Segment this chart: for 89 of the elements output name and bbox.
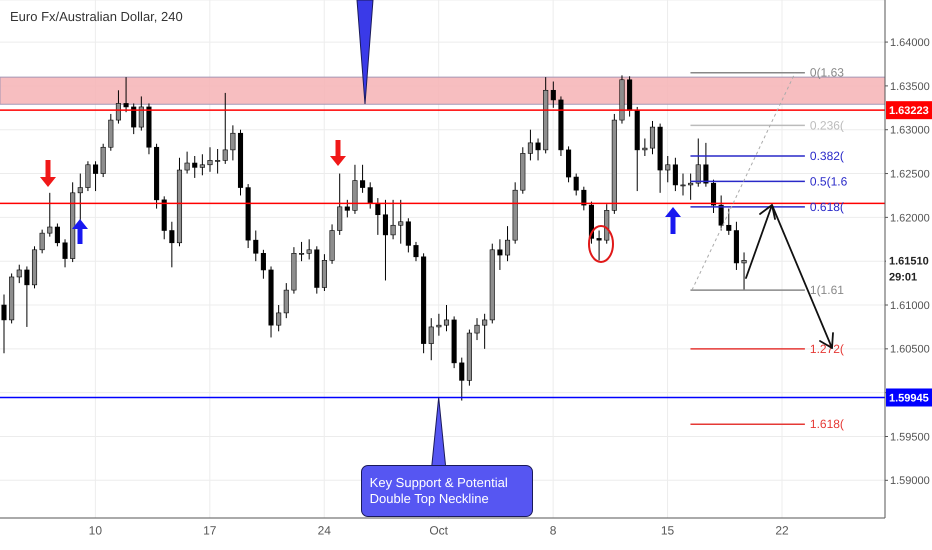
candlestick [207, 146, 213, 172]
x-tick-label: 10 [88, 524, 102, 538]
candlestick [1, 294, 7, 354]
x-tick-label: Oct [429, 524, 449, 538]
candlestick [192, 156, 198, 178]
series-label: 0.382( [810, 149, 844, 164]
text: 1.61510 [889, 255, 929, 268]
y-tick-label: 1.63500 [890, 80, 930, 93]
series-label: 0.5(1.6 [810, 174, 848, 188]
candlestick [93, 160, 98, 192]
text: Euro Fx/Australian Dollar, 240 [10, 9, 183, 24]
x-tick-label: 22 [775, 524, 789, 538]
candlestick [536, 138, 541, 161]
candlestick [428, 318, 434, 361]
candlestick [504, 226, 510, 262]
candlestick [131, 102, 136, 135]
series-label: 0.618( [810, 200, 844, 214]
ref-line-label: 1.59945 [889, 392, 929, 404]
candlestick [284, 282, 289, 319]
candlestick [459, 357, 464, 402]
ref-line-label: 1.63223 [889, 105, 929, 118]
candlestick [85, 160, 90, 192]
x-tick-label: 17 [203, 524, 217, 538]
candlestick [306, 238, 312, 260]
candlestick [375, 198, 380, 236]
candlestick [574, 173, 579, 196]
candlestick [726, 208, 732, 236]
candlestick [40, 229, 45, 254]
series-label: 1.618( [810, 417, 844, 432]
candlestick [360, 164, 366, 194]
series-label: 0(1.63 [810, 66, 844, 80]
candlestick [184, 151, 190, 174]
candlestick [222, 92, 228, 164]
series-label: 0.236( [810, 118, 844, 132]
candlestick [650, 120, 656, 155]
candlestick [390, 199, 396, 240]
candlestick [382, 199, 388, 281]
candlestick [413, 241, 419, 262]
candlestick [680, 173, 686, 196]
candlestick [444, 304, 450, 332]
candlestick [47, 192, 52, 238]
candlestick [406, 218, 411, 253]
candlestick [398, 199, 404, 244]
candlestick [436, 313, 442, 336]
candlestick [688, 173, 694, 200]
y-tick-label: 1.62500 [890, 168, 930, 180]
series-label: 1(1.61 [810, 283, 844, 298]
candlestick [696, 138, 701, 188]
candlestick [550, 81, 556, 108]
candlestick [116, 90, 121, 124]
candlestick [16, 264, 22, 284]
candlestick [24, 266, 30, 328]
candlestick [138, 96, 144, 132]
candlestick [260, 249, 266, 280]
candlestick [200, 154, 205, 176]
candlestick [253, 230, 258, 262]
text: 29:01 [889, 271, 918, 284]
candlestick [124, 76, 129, 113]
candlestick [528, 129, 533, 161]
candlestick [215, 148, 220, 174]
candlestick [672, 157, 678, 192]
x-tick-label: 24 [318, 524, 332, 538]
y-tick-label: 1.60500 [890, 344, 930, 356]
candlestick [78, 173, 83, 220]
y-tick-label: 1.59500 [890, 431, 930, 444]
candlestick [62, 238, 68, 268]
candlestick [368, 182, 373, 210]
candlestick [474, 318, 480, 341]
x-tick-label: 8 [550, 524, 557, 538]
annotation: Key Support & Potential Double Top Neckline [360, 465, 533, 517]
x-tick-label: 15 [660, 524, 675, 538]
candlestick [482, 313, 488, 350]
candlestick [276, 304, 282, 332]
y-tick-label: 1.63000 [890, 124, 930, 137]
candlestick [169, 221, 174, 268]
candlestick [230, 124, 236, 161]
candlestick [344, 199, 350, 218]
y-tick-label: 1.62000 [890, 212, 930, 224]
candlestick [337, 173, 342, 236]
candlestick [298, 241, 304, 262]
candlestick [497, 238, 502, 270]
y-tick-label: 1.61000 [890, 300, 930, 312]
y-tick-label: 1.64000 [890, 36, 930, 49]
candlestick [665, 156, 670, 183]
candlestick [703, 142, 708, 188]
y-tick-label: 1.59000 [890, 475, 930, 488]
candlestick [710, 179, 716, 214]
candlestick [596, 230, 602, 261]
candlestick [54, 223, 60, 247]
